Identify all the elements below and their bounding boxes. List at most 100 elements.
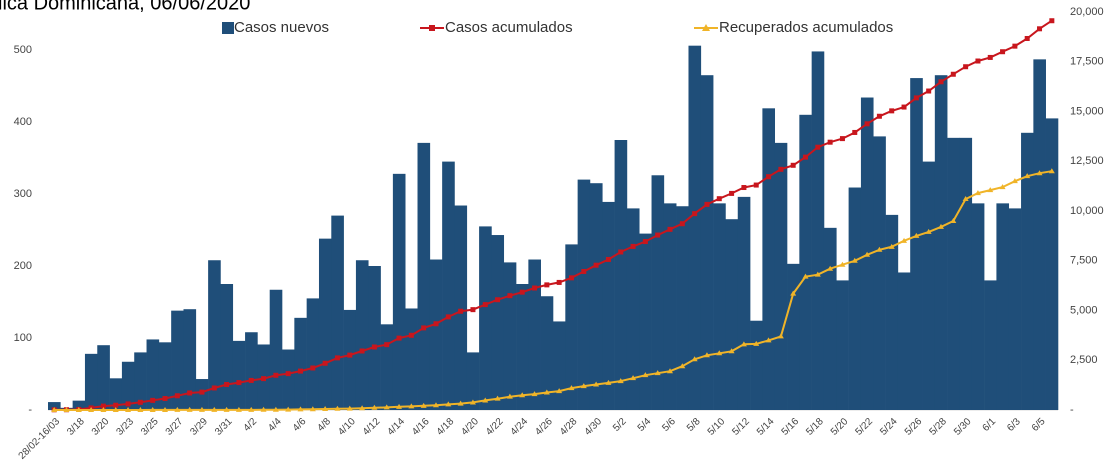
marker [987,54,993,60]
marker [494,395,501,401]
bar [799,114,812,411]
marker [174,393,180,399]
marker [605,379,612,385]
marker [556,279,562,285]
marker [975,58,981,64]
bar [774,142,788,410]
marker [1036,170,1043,176]
marker [716,350,723,356]
x-tick-label: 4/4 [266,416,284,434]
marker [507,293,513,299]
y2-tick-label: 2,500 [1070,354,1098,366]
x-tick-label: 5/4 [636,416,654,434]
x-tick-label: 5/6 [660,416,678,434]
marker [211,385,217,391]
bar [1008,208,1022,410]
bar [454,205,468,410]
marker [125,406,132,412]
x-tick-label: 4/12 [361,416,383,438]
marker [519,392,526,398]
x-tick-label: 3/29 [188,416,210,438]
marker [199,389,205,395]
marker [482,302,488,308]
marker [532,285,538,291]
legend-marker [702,24,710,31]
marker [556,388,563,394]
x-tick-label: 5/10 [706,416,728,438]
bar [996,203,1010,410]
x-tick-label: 5/30 [952,416,974,438]
marker [297,406,304,412]
marker [950,71,956,77]
marker [593,262,599,268]
marker [408,332,414,338]
legend-label: Recuperados acumulados [719,19,893,36]
marker [753,182,759,188]
bar [614,140,628,410]
bar [158,342,172,410]
marker [876,246,883,252]
y2-tick-label: 20,000 [1070,6,1104,18]
bar [910,78,923,410]
marker [137,406,144,412]
line [54,170,1052,411]
marker [544,282,550,288]
marker [383,404,390,410]
bar [429,259,443,410]
marker [137,399,143,405]
bar [540,296,554,410]
marker [938,79,944,85]
marker [396,403,403,409]
marker [285,406,292,412]
marker [778,166,784,172]
marker [852,129,858,135]
bar [1021,132,1034,411]
marker [617,378,624,384]
marker [235,406,242,412]
marker [543,389,550,395]
x-tick-label: 3/23 [115,416,137,438]
marker [298,368,303,374]
marker [223,406,230,412]
marker [679,363,686,369]
x-tick-label: 4/10 [336,416,358,438]
marker [765,337,772,343]
bar [417,142,431,410]
bar [134,352,147,410]
marker [309,406,316,412]
marker [581,268,587,274]
bar [885,214,899,410]
marker [667,226,673,232]
marker [679,221,685,227]
marker [642,239,648,245]
marker [334,355,340,361]
bar [97,345,110,410]
bar [713,203,726,410]
marker [1049,18,1055,24]
marker [777,333,784,339]
x-tick-label: 4/26 [533,416,555,438]
marker [371,344,377,350]
marker [75,407,82,412]
bar [245,332,258,410]
marker [359,348,365,354]
bar [565,244,578,410]
marker [408,403,415,409]
bar [639,233,652,410]
bar [688,45,702,411]
x-tick-label: 4/2 [242,416,260,434]
marker [113,402,119,408]
marker [999,184,1006,190]
marker [186,406,193,412]
marker [248,406,255,412]
x-tick-label: 4/24 [509,416,531,438]
bar [553,321,566,410]
marker [346,405,353,411]
x-tick-label: 6/5 [1030,416,1048,434]
marker [913,95,919,101]
bar [84,353,98,410]
marker [925,228,932,234]
marker [716,196,722,202]
marker [913,232,920,238]
